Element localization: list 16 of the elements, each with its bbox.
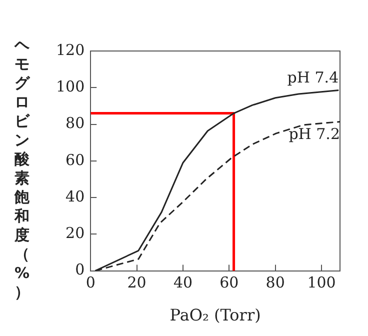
series-label: pH 7.4 bbox=[287, 68, 339, 87]
x-tick-label: 100 bbox=[307, 274, 336, 292]
x-tick-label: 20 bbox=[127, 274, 146, 292]
y-tick-label: 80 bbox=[66, 114, 85, 132]
y-tick-label: 60 bbox=[66, 150, 85, 169]
x-axis-title: PaO₂ (Torr) bbox=[170, 306, 261, 325]
x-tick-label: 80 bbox=[266, 274, 285, 292]
series-label: pH 7.2 bbox=[288, 125, 340, 144]
y-tick-label: 120 bbox=[56, 40, 85, 59]
y-tick-label: 0 bbox=[75, 260, 85, 279]
text: ヘモグロビン酸素飽和度（%） bbox=[14, 36, 30, 301]
x-tick-label: 60 bbox=[220, 274, 239, 292]
x-tick-label: 40 bbox=[173, 274, 193, 292]
y-tick-label: 40 bbox=[66, 187, 85, 206]
y-tick-label: 100 bbox=[56, 78, 85, 96]
y-tick-label: 20 bbox=[66, 224, 85, 242]
